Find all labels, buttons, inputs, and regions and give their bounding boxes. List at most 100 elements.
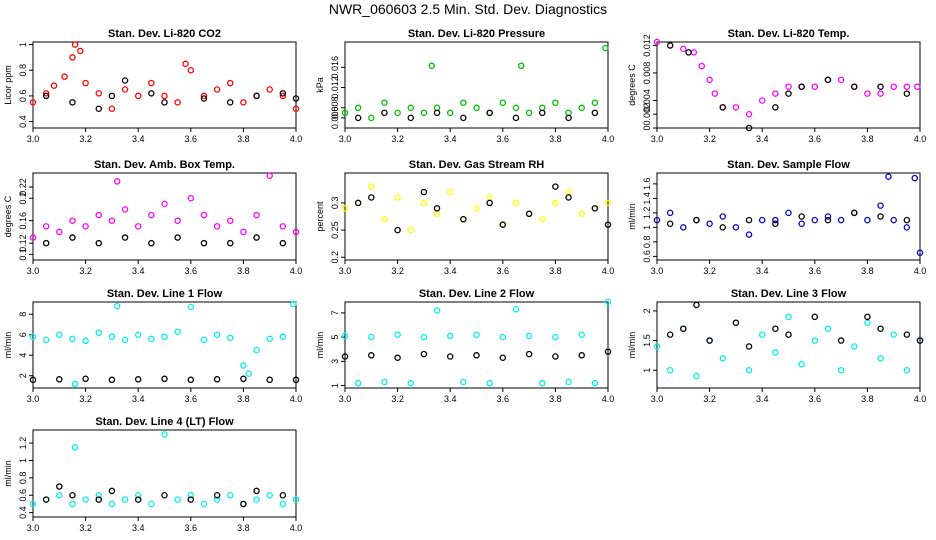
data-point-all — [240, 99, 247, 106]
data-point-flagged — [604, 221, 612, 228]
data-point-flagged — [578, 352, 585, 359]
data-point-flagged — [745, 124, 753, 132]
data-point-all — [446, 332, 454, 340]
x-tick-label: 3.8 — [549, 134, 562, 144]
data-point-flagged — [56, 483, 63, 490]
data-point-flagged — [486, 109, 493, 117]
data-point-all — [121, 336, 129, 344]
y-tick-label: 4 — [18, 353, 28, 358]
data-point-all — [785, 313, 792, 321]
data-point-all — [134, 491, 142, 499]
y-axis-label: percent — [315, 201, 325, 232]
data-point-all — [885, 173, 892, 180]
data-point-flagged — [240, 500, 247, 508]
data-point-flagged — [213, 491, 221, 499]
data-point-all — [653, 343, 661, 350]
data-point-all — [174, 99, 181, 106]
x-tick-label: 3.4 — [756, 134, 769, 144]
data-point-all — [877, 202, 884, 209]
data-point-flagged — [798, 83, 805, 90]
x-tick-label: 3.2 — [79, 394, 92, 404]
data-point-flagged — [161, 375, 168, 383]
data-point-all — [525, 109, 533, 117]
x-tick-label: 3.8 — [549, 394, 562, 404]
data-point-flagged — [108, 376, 116, 384]
data-point-all — [890, 216, 897, 224]
plot-frame — [344, 301, 609, 389]
data-point-all — [877, 355, 884, 362]
data-point-flagged — [279, 491, 287, 499]
data-point-all — [914, 83, 921, 90]
y-axis-label: ml/min — [3, 460, 13, 487]
data-point-flagged — [539, 109, 546, 117]
panel-4: Stan. Dev. Amb. Box Temp. 3.0 3.2 3.4 3.6 3.8… — [3, 159, 302, 276]
data-point-all — [266, 491, 273, 499]
data-point-all — [292, 228, 300, 236]
y-tick-label: 0.008 — [642, 62, 652, 85]
x-tick-label: 3.2 — [703, 134, 716, 144]
data-point-all — [42, 90, 50, 97]
data-point-all — [187, 66, 195, 74]
y-tick-label: 8 — [18, 312, 28, 317]
data-point-flagged — [292, 95, 300, 102]
data-point-all — [245, 370, 252, 377]
data-point-flagged — [473, 352, 480, 359]
data-point-all — [69, 217, 76, 224]
plot-frame — [344, 41, 609, 129]
data-point-all — [71, 444, 79, 451]
data-point-flagged — [279, 90, 287, 97]
y-tick-label: 0.4 — [18, 506, 28, 519]
x-tick-label: 3.8 — [861, 134, 874, 144]
data-point-all — [226, 79, 234, 87]
data-point-flagged — [604, 348, 612, 355]
data-point-all — [811, 216, 819, 224]
data-point-all — [95, 211, 103, 219]
data-point-all — [200, 211, 208, 219]
data-point-flagged — [368, 194, 375, 201]
data-point-all — [512, 104, 520, 112]
data-point-all — [394, 109, 401, 117]
x-tick-label: 3.4 — [132, 266, 145, 276]
data-point-flagged — [161, 491, 168, 499]
data-point-flagged — [394, 226, 401, 234]
data-point-all — [719, 213, 727, 220]
data-point-all — [837, 366, 845, 374]
data-point-all — [732, 104, 740, 111]
x-tick-label: 4.0 — [602, 134, 615, 144]
data-point-all — [381, 378, 388, 386]
panel-title: Stan. Dev. Amb. Box Temp. — [94, 159, 235, 171]
x-tick-label: 3.2 — [391, 394, 404, 404]
data-point-all — [187, 491, 195, 499]
data-point-all — [266, 172, 273, 180]
data-point-flagged — [745, 216, 753, 224]
data-point-all — [82, 223, 89, 230]
data-point-all — [279, 500, 287, 508]
data-point-flagged — [693, 216, 700, 224]
panel-5: Stan. Dev. Gas Stream RH 3.0 3.2 3.4 3.6 3.8 4… — [315, 159, 614, 276]
x-tick-label: 3.6 — [497, 266, 510, 276]
data-point-flagged — [95, 496, 103, 503]
y-tick-label: 0.25 — [330, 221, 340, 239]
x-tick-label: 3.8 — [237, 266, 250, 276]
data-point-flagged — [916, 337, 924, 344]
data-point-all — [368, 183, 375, 190]
panel-title: Stan. Dev. Line 4 (LT) Flow — [95, 416, 234, 428]
data-point-all — [565, 378, 572, 386]
data-point-all — [420, 109, 428, 117]
data-point-flagged — [420, 350, 428, 358]
data-point-flagged — [279, 239, 287, 247]
data-point-flagged — [685, 49, 692, 56]
data-point-all — [666, 209, 674, 217]
data-point-all — [690, 49, 698, 56]
data-point-all — [240, 228, 247, 236]
data-point-all — [890, 331, 897, 338]
data-point-all — [706, 220, 713, 227]
data-point-flagged — [420, 188, 428, 196]
x-tick-label: 3.4 — [444, 394, 457, 404]
data-point-all — [772, 349, 779, 356]
data-point-flagged — [134, 376, 142, 383]
data-point-flagged — [29, 376, 37, 384]
data-point-all — [473, 205, 480, 212]
data-point-flagged — [460, 114, 467, 122]
data-point-flagged — [381, 109, 388, 117]
